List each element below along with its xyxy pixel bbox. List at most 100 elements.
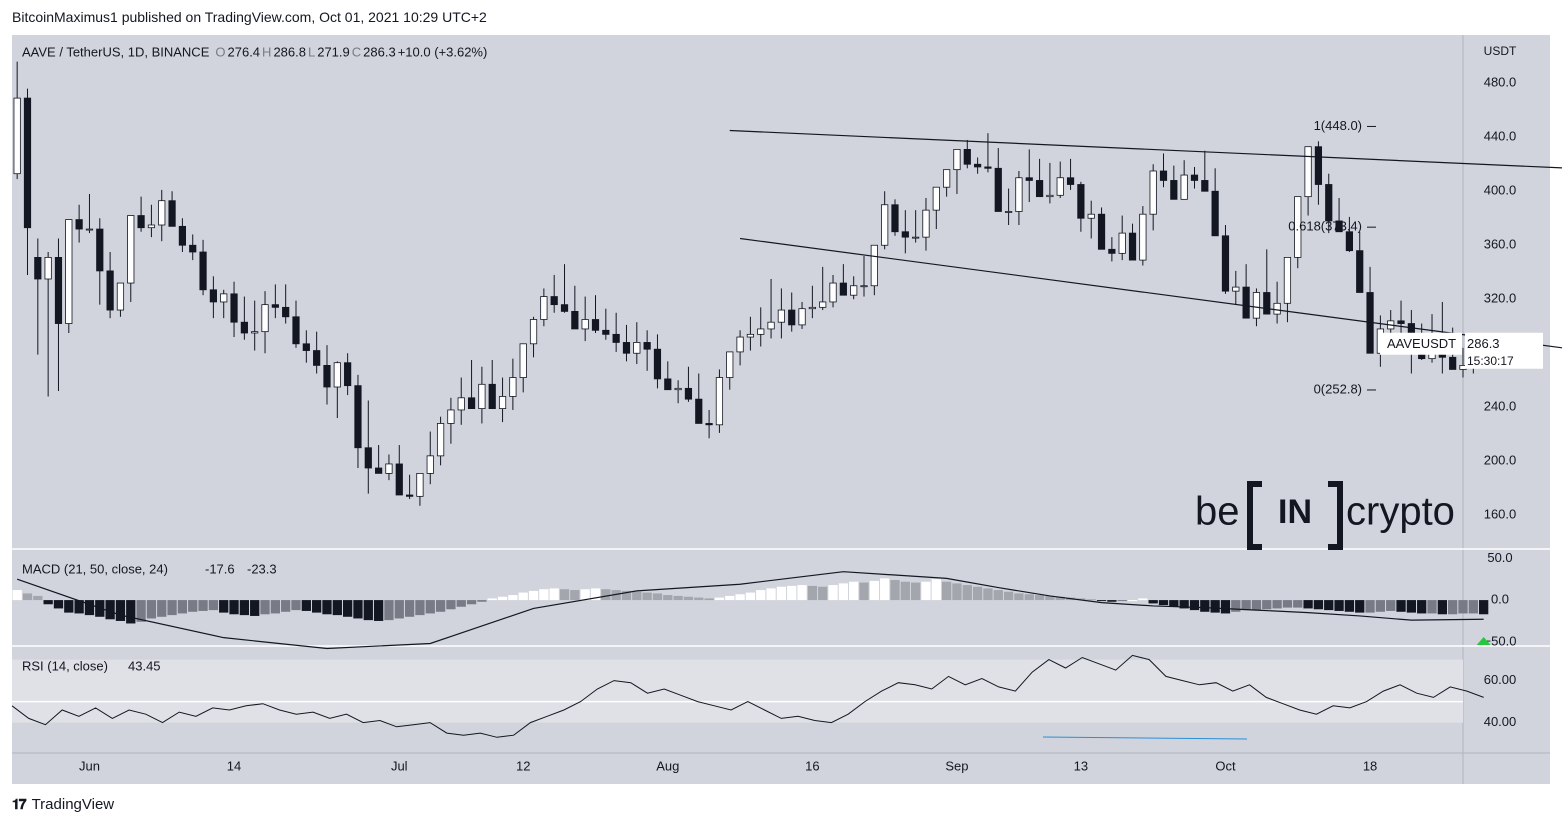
macd-histogram-bar xyxy=(1107,600,1117,602)
macd-histogram-bar xyxy=(281,600,291,612)
macd-histogram-bar xyxy=(890,580,900,601)
candle-body xyxy=(974,163,982,168)
macd-histogram-bar xyxy=(849,581,859,601)
macd-histogram-bar xyxy=(725,595,735,601)
macd-histogram-bar xyxy=(859,582,869,601)
candle-body xyxy=(1149,170,1157,215)
candle xyxy=(653,334,662,389)
fib-level-label: 1(448.0) xyxy=(1314,118,1362,133)
candle-body xyxy=(23,97,32,229)
candle xyxy=(323,345,331,405)
symbol-label-box xyxy=(1380,332,1462,355)
candle-body xyxy=(1356,250,1364,293)
macd-histogram-bar xyxy=(570,590,580,601)
candle-body xyxy=(788,309,796,326)
candle-body xyxy=(1077,184,1085,219)
candle xyxy=(1149,164,1157,231)
candle xyxy=(209,276,217,319)
macd-histogram-bar xyxy=(787,585,797,601)
candle-body xyxy=(158,200,166,226)
macd-histogram-bar xyxy=(332,600,342,616)
candle xyxy=(757,307,765,347)
macd-signal-value: -23.3 xyxy=(247,561,277,576)
macd-histogram-bar xyxy=(239,600,250,616)
candle xyxy=(292,300,300,348)
macd-histogram-bar xyxy=(673,595,683,601)
macd-histogram-bar xyxy=(1210,600,1220,613)
macd-histogram-bar xyxy=(900,581,910,601)
candle-body xyxy=(313,350,321,366)
candle xyxy=(344,353,352,396)
candle-body xyxy=(695,398,703,424)
candle-body xyxy=(529,319,538,345)
candle-body xyxy=(344,362,352,387)
high-value: 286.8 xyxy=(273,44,306,59)
candle-body xyxy=(850,285,858,296)
candle-body xyxy=(736,336,744,353)
macd-histogram-bar xyxy=(714,597,725,601)
candle-body xyxy=(375,467,383,474)
tradingview-brand[interactable]: 𝟏𝟕 TradingView xyxy=(12,796,114,813)
candle xyxy=(364,400,372,494)
candle xyxy=(726,351,734,390)
macd-histogram-bar xyxy=(1179,600,1189,609)
macd-histogram-bar xyxy=(704,598,714,601)
candle-body xyxy=(65,219,73,324)
macd-histogram-bar xyxy=(477,600,487,602)
macd-histogram-bar xyxy=(1076,598,1086,601)
macd-histogram-bar xyxy=(1241,600,1251,611)
macd-histogram-bar xyxy=(105,600,115,620)
candle xyxy=(375,445,383,474)
candle xyxy=(85,193,94,234)
candle-body xyxy=(1314,146,1323,185)
macd-histogram-bar xyxy=(1334,600,1344,611)
candle xyxy=(715,369,724,433)
candle xyxy=(912,210,920,243)
candle-body xyxy=(746,333,755,338)
candle-body xyxy=(912,236,920,239)
candle xyxy=(994,148,1002,212)
macd-histogram-bar xyxy=(363,600,373,621)
candle-body xyxy=(1283,256,1292,304)
macd-histogram-bar xyxy=(1458,600,1468,614)
chart-area[interactable] xyxy=(12,35,1550,784)
macd-histogram-bar xyxy=(828,585,838,601)
price-tick-label: 200.0 xyxy=(1484,453,1517,468)
candle-body xyxy=(684,387,693,400)
macd-histogram-bar xyxy=(1262,600,1272,610)
candle-body xyxy=(75,219,83,230)
candle-body xyxy=(664,378,672,391)
last-price-box xyxy=(1465,332,1543,369)
macd-label: MACD (21, 50, close, 24) xyxy=(22,561,168,576)
candle xyxy=(416,472,424,506)
candle-body xyxy=(1294,196,1302,258)
macd-histogram-bar xyxy=(115,600,126,621)
candle-body xyxy=(829,282,837,303)
price-tick-label: 240.0 xyxy=(1484,399,1517,414)
candle xyxy=(271,284,279,319)
macd-histogram-bar xyxy=(1406,600,1417,613)
macd-histogram-bar xyxy=(1303,600,1313,609)
macd-histogram-bar xyxy=(528,590,539,601)
bullish-cross-marker-icon xyxy=(1476,637,1491,645)
watermark-crypto: crypto xyxy=(1346,490,1455,534)
macd-histogram-bar xyxy=(632,591,642,601)
candle xyxy=(1273,281,1281,324)
candle xyxy=(746,316,755,351)
candle-body xyxy=(333,362,341,388)
price-tick-label: 360.0 xyxy=(1484,237,1517,252)
candle xyxy=(1366,266,1374,354)
close-value: 286.3 xyxy=(363,44,396,59)
candle-body xyxy=(1004,211,1013,213)
candle-body xyxy=(436,423,445,457)
macd-histogram-bar xyxy=(84,600,95,616)
candle-body xyxy=(571,310,579,330)
macd-histogram-bar xyxy=(1086,599,1096,601)
candle xyxy=(116,282,125,317)
candle-body xyxy=(85,228,94,231)
candle-body xyxy=(354,385,362,449)
candle-body xyxy=(1304,146,1312,198)
macd-histogram-bar xyxy=(952,583,962,601)
candle xyxy=(1025,149,1033,203)
candle xyxy=(1118,215,1126,261)
